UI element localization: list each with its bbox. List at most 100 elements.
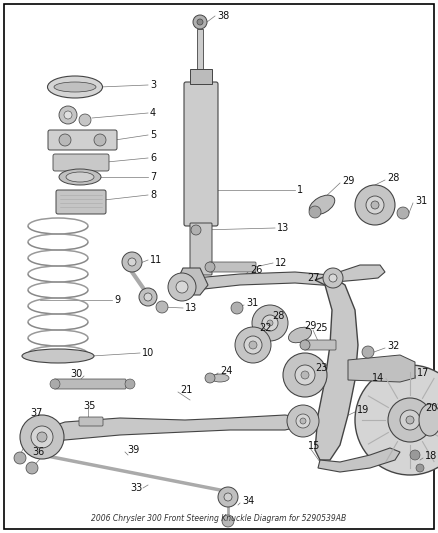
Text: 29: 29 — [304, 321, 316, 331]
FancyBboxPatch shape — [79, 417, 103, 426]
Text: 24: 24 — [220, 366, 233, 376]
Text: 21: 21 — [180, 385, 192, 395]
Circle shape — [205, 373, 215, 383]
Text: 38: 38 — [217, 11, 229, 21]
Text: 11: 11 — [150, 255, 162, 265]
Bar — [197, 29, 203, 69]
Circle shape — [283, 353, 327, 397]
Circle shape — [362, 346, 374, 358]
Circle shape — [388, 398, 432, 442]
Text: 28: 28 — [272, 311, 284, 321]
FancyBboxPatch shape — [48, 130, 117, 150]
Ellipse shape — [419, 404, 438, 436]
Text: 29: 29 — [342, 176, 354, 186]
Ellipse shape — [66, 172, 94, 182]
Text: 33: 33 — [130, 483, 142, 493]
Circle shape — [156, 301, 168, 313]
Circle shape — [222, 515, 234, 527]
Circle shape — [197, 19, 203, 25]
Circle shape — [323, 268, 343, 288]
Ellipse shape — [59, 169, 101, 185]
Circle shape — [329, 274, 337, 282]
Text: 8: 8 — [150, 190, 156, 200]
Circle shape — [410, 450, 420, 460]
Text: 36: 36 — [32, 447, 44, 457]
Circle shape — [31, 426, 53, 448]
Circle shape — [94, 134, 106, 146]
Text: 15: 15 — [308, 441, 320, 451]
Text: 32: 32 — [387, 341, 399, 351]
Circle shape — [14, 452, 26, 464]
Text: 20: 20 — [425, 403, 438, 413]
Circle shape — [235, 327, 271, 363]
Circle shape — [218, 487, 238, 507]
Text: 22: 22 — [259, 323, 272, 333]
Text: 35: 35 — [83, 401, 95, 411]
Polygon shape — [35, 415, 307, 445]
Circle shape — [397, 207, 409, 219]
Circle shape — [295, 365, 315, 385]
Circle shape — [191, 225, 201, 235]
Circle shape — [224, 493, 232, 501]
Ellipse shape — [22, 349, 94, 363]
Ellipse shape — [47, 76, 102, 98]
Text: 31: 31 — [415, 196, 427, 206]
Text: 4: 4 — [150, 108, 156, 118]
Text: 3: 3 — [150, 80, 156, 90]
Circle shape — [59, 134, 71, 146]
Circle shape — [300, 340, 310, 350]
Circle shape — [262, 315, 278, 331]
Circle shape — [252, 305, 288, 341]
Ellipse shape — [309, 195, 335, 215]
Polygon shape — [318, 448, 400, 472]
Bar — [190, 69, 212, 84]
Text: 2006 Chrysler 300 Front Steering Knuckle Diagram for 5290539AB: 2006 Chrysler 300 Front Steering Knuckle… — [92, 514, 346, 523]
Circle shape — [128, 258, 136, 266]
Text: 10: 10 — [142, 348, 154, 358]
Circle shape — [144, 293, 152, 301]
Polygon shape — [330, 265, 385, 282]
Text: 37: 37 — [30, 408, 42, 418]
Circle shape — [366, 196, 384, 214]
Text: 27: 27 — [307, 273, 319, 283]
Circle shape — [249, 341, 257, 349]
Circle shape — [309, 206, 321, 218]
Text: 12: 12 — [275, 258, 287, 268]
FancyBboxPatch shape — [184, 82, 218, 226]
Text: 13: 13 — [277, 223, 289, 233]
Circle shape — [79, 114, 91, 126]
Circle shape — [296, 414, 310, 428]
Ellipse shape — [289, 327, 311, 343]
FancyBboxPatch shape — [56, 190, 106, 214]
Text: 7: 7 — [150, 172, 156, 182]
Text: 23: 23 — [315, 363, 327, 373]
Circle shape — [50, 379, 60, 389]
Circle shape — [355, 365, 438, 475]
Circle shape — [168, 273, 196, 301]
Circle shape — [355, 185, 395, 225]
Circle shape — [231, 302, 243, 314]
Text: 39: 39 — [127, 445, 139, 455]
Circle shape — [400, 410, 420, 430]
Text: 9: 9 — [114, 295, 120, 305]
Text: 14: 14 — [372, 373, 384, 383]
Circle shape — [20, 415, 64, 459]
Ellipse shape — [54, 82, 96, 92]
Text: 13: 13 — [185, 303, 197, 313]
Circle shape — [59, 106, 77, 124]
Text: 25: 25 — [315, 323, 328, 333]
Text: 19: 19 — [357, 405, 369, 415]
Circle shape — [37, 432, 47, 442]
Polygon shape — [175, 272, 338, 292]
FancyBboxPatch shape — [304, 340, 336, 350]
Polygon shape — [175, 268, 208, 295]
Text: 28: 28 — [387, 173, 399, 183]
FancyBboxPatch shape — [54, 379, 126, 389]
Circle shape — [267, 320, 273, 326]
FancyBboxPatch shape — [53, 154, 109, 171]
Text: 31: 31 — [246, 298, 258, 308]
Text: 18: 18 — [425, 451, 437, 461]
Circle shape — [205, 262, 215, 272]
Ellipse shape — [211, 374, 229, 382]
Circle shape — [139, 288, 157, 306]
